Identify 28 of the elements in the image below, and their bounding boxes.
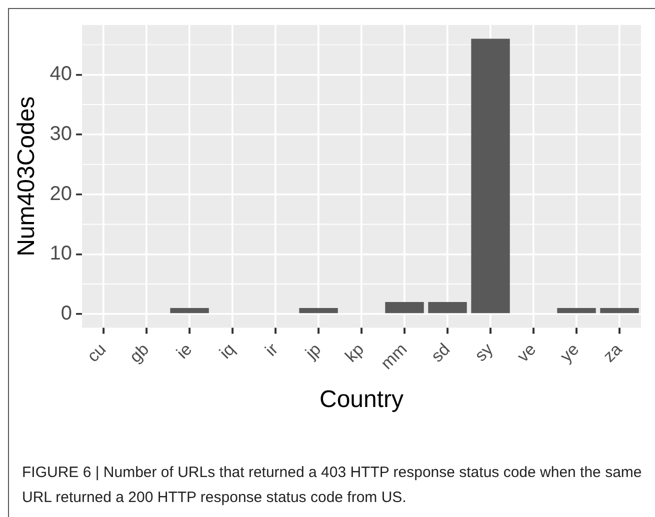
bar — [385, 302, 424, 314]
bar — [170, 308, 209, 314]
x-tick-label: ie — [172, 340, 196, 362]
y-tick-label: 10 — [50, 242, 72, 265]
bar — [557, 308, 596, 314]
bar — [428, 302, 467, 314]
x-tick-label: za — [600, 339, 626, 366]
x-tick-label: sy — [471, 339, 498, 366]
x-tick-label: iq — [216, 340, 239, 362]
caption: FIGURE 6 | Number of URLs that returned a 403 HTTP response status code when the same URL returned a 200 HTTP response status code from US. — [22, 463, 642, 508]
x-tick-label: ye — [556, 340, 583, 366]
x-tick-label: gb — [126, 340, 153, 366]
x-tick-label: cu — [84, 340, 110, 366]
x-tick-label: kp — [342, 340, 368, 366]
y-tick-label: 40 — [50, 63, 72, 86]
x-tick-label: ve — [514, 340, 540, 366]
y-axis-title: Num403Codes — [13, 96, 40, 256]
bar — [600, 308, 639, 314]
bar — [471, 38, 510, 314]
x-tick-label: jp — [301, 340, 325, 364]
y-tick-label: 30 — [50, 123, 72, 146]
x-tick-label: mm — [377, 340, 411, 374]
x-tick-label: sd — [428, 340, 454, 366]
x-tick-label: ir — [262, 339, 282, 360]
x-axis-title: Country — [320, 386, 404, 414]
bar — [299, 308, 338, 314]
y-tick-label: 20 — [50, 182, 72, 205]
y-tick-label: 0 — [60, 302, 72, 325]
